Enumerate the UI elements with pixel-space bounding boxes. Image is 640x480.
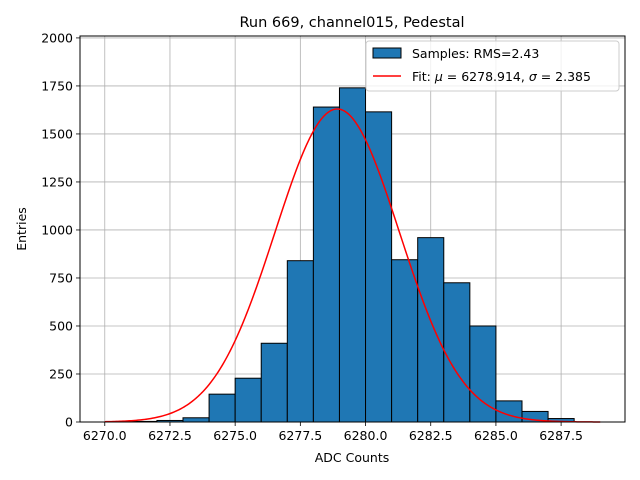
histogram-bars bbox=[130, 87, 575, 423]
y-tick-label: 250 bbox=[49, 366, 73, 381]
x-tick-label: 6280.0 bbox=[344, 428, 388, 443]
fit-curve-layer bbox=[104, 108, 601, 423]
legend-histogram-label: Samples: RMS=2.43 bbox=[412, 46, 539, 61]
x-tick-label: 6287.5 bbox=[539, 428, 583, 443]
y-tick-label: 0 bbox=[65, 415, 73, 430]
y-tick-label: 500 bbox=[49, 318, 73, 333]
y-tick-label: 2000 bbox=[41, 30, 73, 45]
histogram-bar bbox=[312, 106, 340, 423]
histogram-bar bbox=[391, 259, 419, 423]
histogram-bar bbox=[234, 377, 262, 423]
histogram-bar bbox=[365, 111, 393, 423]
x-tick-label: 6282.5 bbox=[409, 428, 453, 443]
y-tick-label: 1500 bbox=[41, 126, 73, 141]
chart-title: Run 669, channel015, Pedestal bbox=[239, 15, 464, 31]
y-tick-label: 1750 bbox=[41, 78, 73, 93]
histogram-bar bbox=[182, 417, 210, 423]
histogram-bar bbox=[417, 237, 445, 423]
y-tick-label: 1250 bbox=[41, 174, 73, 189]
legend-box bbox=[365, 40, 620, 92]
histogram-bar bbox=[443, 282, 471, 423]
legend-fit-label: Fit: μ = 6278.914, σ = 2.385 bbox=[412, 69, 591, 84]
y-tick-label: 750 bbox=[49, 270, 73, 285]
x-tick-label: 6275.0 bbox=[213, 428, 257, 443]
histogram-bar bbox=[286, 260, 314, 423]
fit-curve bbox=[104, 108, 601, 423]
x-tick-label: 6272.5 bbox=[148, 428, 192, 443]
histogram-bar bbox=[208, 393, 236, 423]
plot-frame bbox=[79, 35, 626, 423]
y-tick-label: 1000 bbox=[41, 222, 73, 237]
x-tick-label: 6277.5 bbox=[278, 428, 322, 443]
x-tick-label: 6285.0 bbox=[474, 428, 518, 443]
histogram-bar bbox=[260, 342, 288, 423]
axis-ticks: 6270.0 6272.5 6275.0 6277.5 6280.0 6282.5 6285… bbox=[41, 30, 583, 443]
histogram-bar bbox=[338, 87, 367, 423]
x-tick-label: 6270.0 bbox=[83, 428, 127, 443]
legend: Samples: RMS=2.43 Fit: μ = 6278.914, σ =… bbox=[365, 40, 620, 92]
x-axis-label: ADC Counts bbox=[315, 450, 390, 465]
legend-histogram-swatch bbox=[372, 47, 402, 59]
y-axis-label: Entries bbox=[14, 207, 29, 251]
